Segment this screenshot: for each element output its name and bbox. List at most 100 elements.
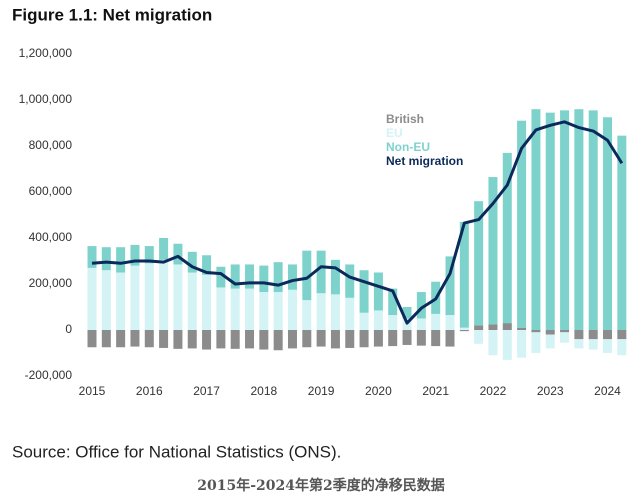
x-tick-label: 2015	[79, 384, 106, 398]
x-tick-label: 2024	[594, 384, 621, 398]
bar-segment	[144, 246, 154, 264]
x-tick-label: 2016	[136, 384, 163, 398]
bar-segment	[144, 263, 154, 330]
bar-segment	[388, 288, 398, 316]
bar-segment	[402, 307, 412, 319]
bar-segment	[531, 109, 541, 330]
bar-segment	[259, 292, 269, 330]
bar-segment	[459, 221, 469, 328]
bar-segment	[130, 265, 140, 330]
bar-segment	[560, 110, 570, 330]
legend-entry: Net migration	[386, 154, 463, 168]
bar-segment	[373, 310, 383, 330]
bar-segment	[101, 270, 111, 330]
bar-segment	[130, 330, 140, 347]
y-tick-label: 1,200,000	[19, 46, 73, 60]
bar-segment	[187, 330, 197, 349]
bar-segment	[273, 262, 283, 293]
bar-segment	[531, 330, 541, 333]
bar-segment	[116, 247, 126, 273]
bar-segment	[287, 264, 297, 290]
bar-segment	[302, 300, 312, 330]
y-tick-label: 600,000	[29, 184, 73, 198]
legend-entry: Non-EU	[386, 140, 430, 154]
bar-segment	[216, 330, 226, 349]
y-tick-label: 0	[65, 322, 72, 336]
chart-title: Figure 1.1: Net migration	[12, 5, 212, 24]
bar-segment	[531, 332, 541, 353]
bar-segment	[359, 312, 369, 330]
bar-segment	[116, 272, 126, 330]
bar-segment	[502, 152, 512, 324]
y-tick-label: 200,000	[29, 276, 73, 290]
bar-segment	[488, 324, 498, 330]
bar-segment	[416, 330, 426, 346]
bar-segment	[316, 293, 326, 330]
bar-segment	[474, 330, 484, 344]
bar-segment	[574, 339, 584, 349]
bar-segment	[159, 259, 169, 330]
bar-segment	[445, 330, 455, 347]
bar-segment	[416, 292, 426, 319]
bar-segment	[173, 330, 183, 349]
bar-segment	[359, 270, 369, 313]
bar-segment	[230, 330, 240, 349]
x-tick-label: 2023	[537, 384, 564, 398]
bar-segment	[603, 330, 613, 340]
bar-segment	[87, 330, 97, 348]
bar-segment	[116, 330, 126, 348]
bar-segment	[144, 330, 154, 348]
bar-segment	[173, 243, 183, 265]
bar-segment	[459, 330, 469, 332]
bar-segment	[101, 247, 111, 271]
bar-segment	[431, 330, 441, 347]
bar-segment	[588, 339, 598, 350]
bar-segment	[130, 244, 140, 266]
bar-segment	[187, 272, 197, 330]
bar-segment	[259, 330, 269, 350]
bar-segment	[603, 339, 613, 353]
bar-segment	[445, 315, 455, 330]
bar-segment	[474, 201, 484, 326]
bar-segment	[388, 315, 398, 330]
bar-segment	[560, 332, 570, 343]
bar-segment	[273, 292, 283, 330]
bar-segment	[359, 330, 369, 348]
x-tick-label: 2019	[308, 384, 335, 398]
x-tick-label: 2017	[193, 384, 220, 398]
bar-segment	[87, 246, 97, 268]
bar-segment	[245, 330, 255, 349]
x-tick-label: 2020	[365, 384, 392, 398]
bar-segment	[216, 287, 226, 330]
bar-segment	[574, 330, 584, 340]
x-tick-label: 2022	[480, 384, 507, 398]
legend-entry: British	[386, 112, 424, 126]
bar-segment	[202, 255, 212, 275]
bar-segment	[373, 272, 383, 311]
bar-segment	[216, 266, 226, 288]
bar-segment	[431, 313, 441, 330]
bar-segment	[159, 238, 169, 260]
bar-segment	[517, 120, 527, 328]
bar-segment	[173, 264, 183, 330]
bar-segment	[245, 264, 255, 289]
bar-segment	[316, 330, 326, 347]
bar-segment	[287, 330, 297, 349]
bar-segment	[488, 330, 498, 356]
y-tick-label: -200,000	[25, 368, 73, 382]
bar-segment	[545, 112, 555, 331]
bar-segment	[388, 330, 398, 347]
bar-segment	[345, 297, 355, 330]
bar-segment	[502, 330, 512, 360]
legend-entry: EU	[386, 126, 403, 140]
bar-segment	[617, 135, 627, 330]
caption: 2015年-2024年第2季度的净移民数据	[197, 477, 444, 494]
bar-segment	[245, 288, 255, 330]
bar-segment	[287, 289, 297, 330]
bar-segment	[316, 250, 326, 294]
bar-segment	[202, 274, 212, 330]
bar-segment	[488, 177, 498, 325]
bar-segment	[517, 327, 527, 330]
x-tick-label: 2021	[422, 384, 449, 398]
bar-segment	[502, 323, 512, 330]
